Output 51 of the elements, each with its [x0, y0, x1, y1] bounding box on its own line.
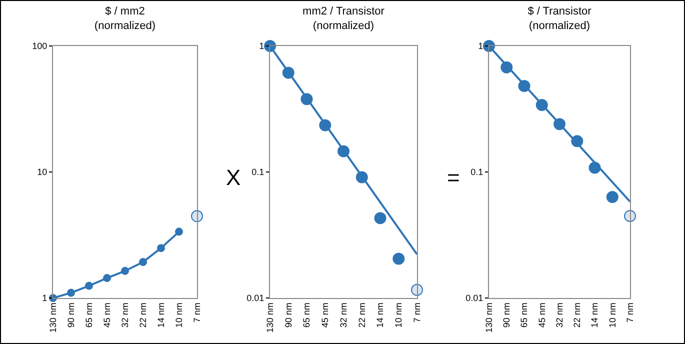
y-tick-label: 0.1 [470, 167, 484, 178]
point [157, 244, 165, 252]
x-tick-label: 65 nm [519, 302, 530, 328]
x-tick-label: 45 nm [102, 302, 112, 328]
point [139, 258, 147, 266]
x-tick-label: 7 nm [192, 302, 202, 323]
x-tick-label: 130 nm [484, 302, 494, 333]
x-tick-label: 32 nm [554, 302, 564, 328]
x-tick-label: 10 nm [174, 302, 184, 328]
x-tick-label: 32 nm [338, 302, 348, 328]
x-tick-label: 14 nm [590, 302, 600, 328]
x-tick-label: 90 nm [283, 302, 294, 328]
point [85, 282, 93, 290]
x-tick-label: 22 nm [356, 302, 367, 328]
x-tick-label: 130 nm [48, 302, 58, 333]
x-tick-label: 10 nm [607, 302, 618, 328]
y-tick-label: 0.01 [246, 293, 264, 304]
text: X [226, 165, 241, 190]
x-tick-label: 45 nm [536, 302, 547, 328]
y-tick-label: 100 [32, 41, 48, 52]
y-tick-label: 0.01 [466, 293, 484, 304]
x-tick-label: 90 nm [66, 302, 76, 328]
point [121, 266, 129, 275]
point [103, 274, 111, 282]
chart-title: $ / mm2 (normalized) [94, 6, 156, 32]
text: = [447, 165, 460, 190]
x-tick-label: 130 nm [264, 302, 275, 333]
y-tick-label: 10 [37, 167, 48, 178]
x-tick-label: 14 nm [375, 302, 386, 328]
x-tick-label: 65 nm [302, 302, 312, 328]
chart-title: mm2 / Transistor (normalized) [302, 6, 385, 32]
point [374, 212, 386, 224]
x-tick-label: 22 nm [572, 302, 582, 328]
point [67, 288, 75, 297]
y-tick-label: 0.1 [252, 167, 264, 178]
point [175, 228, 183, 236]
x-tick-label: 45 nm [320, 302, 330, 328]
x-tick-label: 14 nm [156, 302, 166, 328]
y-tick-label: 1 [259, 41, 264, 52]
x-tick-label: 32 nm [120, 302, 130, 328]
chart-title: $ / Transistor (normalized) [528, 6, 592, 32]
x-tick-label: 7 nm [624, 302, 635, 323]
x-tick-label: 90 nm [502, 302, 512, 328]
point [392, 252, 405, 265]
point [606, 191, 618, 204]
y-tick-label: 1 [42, 293, 48, 304]
x-tick-label: 22 nm [138, 302, 148, 328]
x-tick-label: 7 nm [412, 302, 422, 323]
y-tick-label: 1 [478, 41, 484, 52]
x-tick-label: 65 nm [84, 302, 94, 328]
x-tick-label: 10 nm [394, 302, 404, 328]
